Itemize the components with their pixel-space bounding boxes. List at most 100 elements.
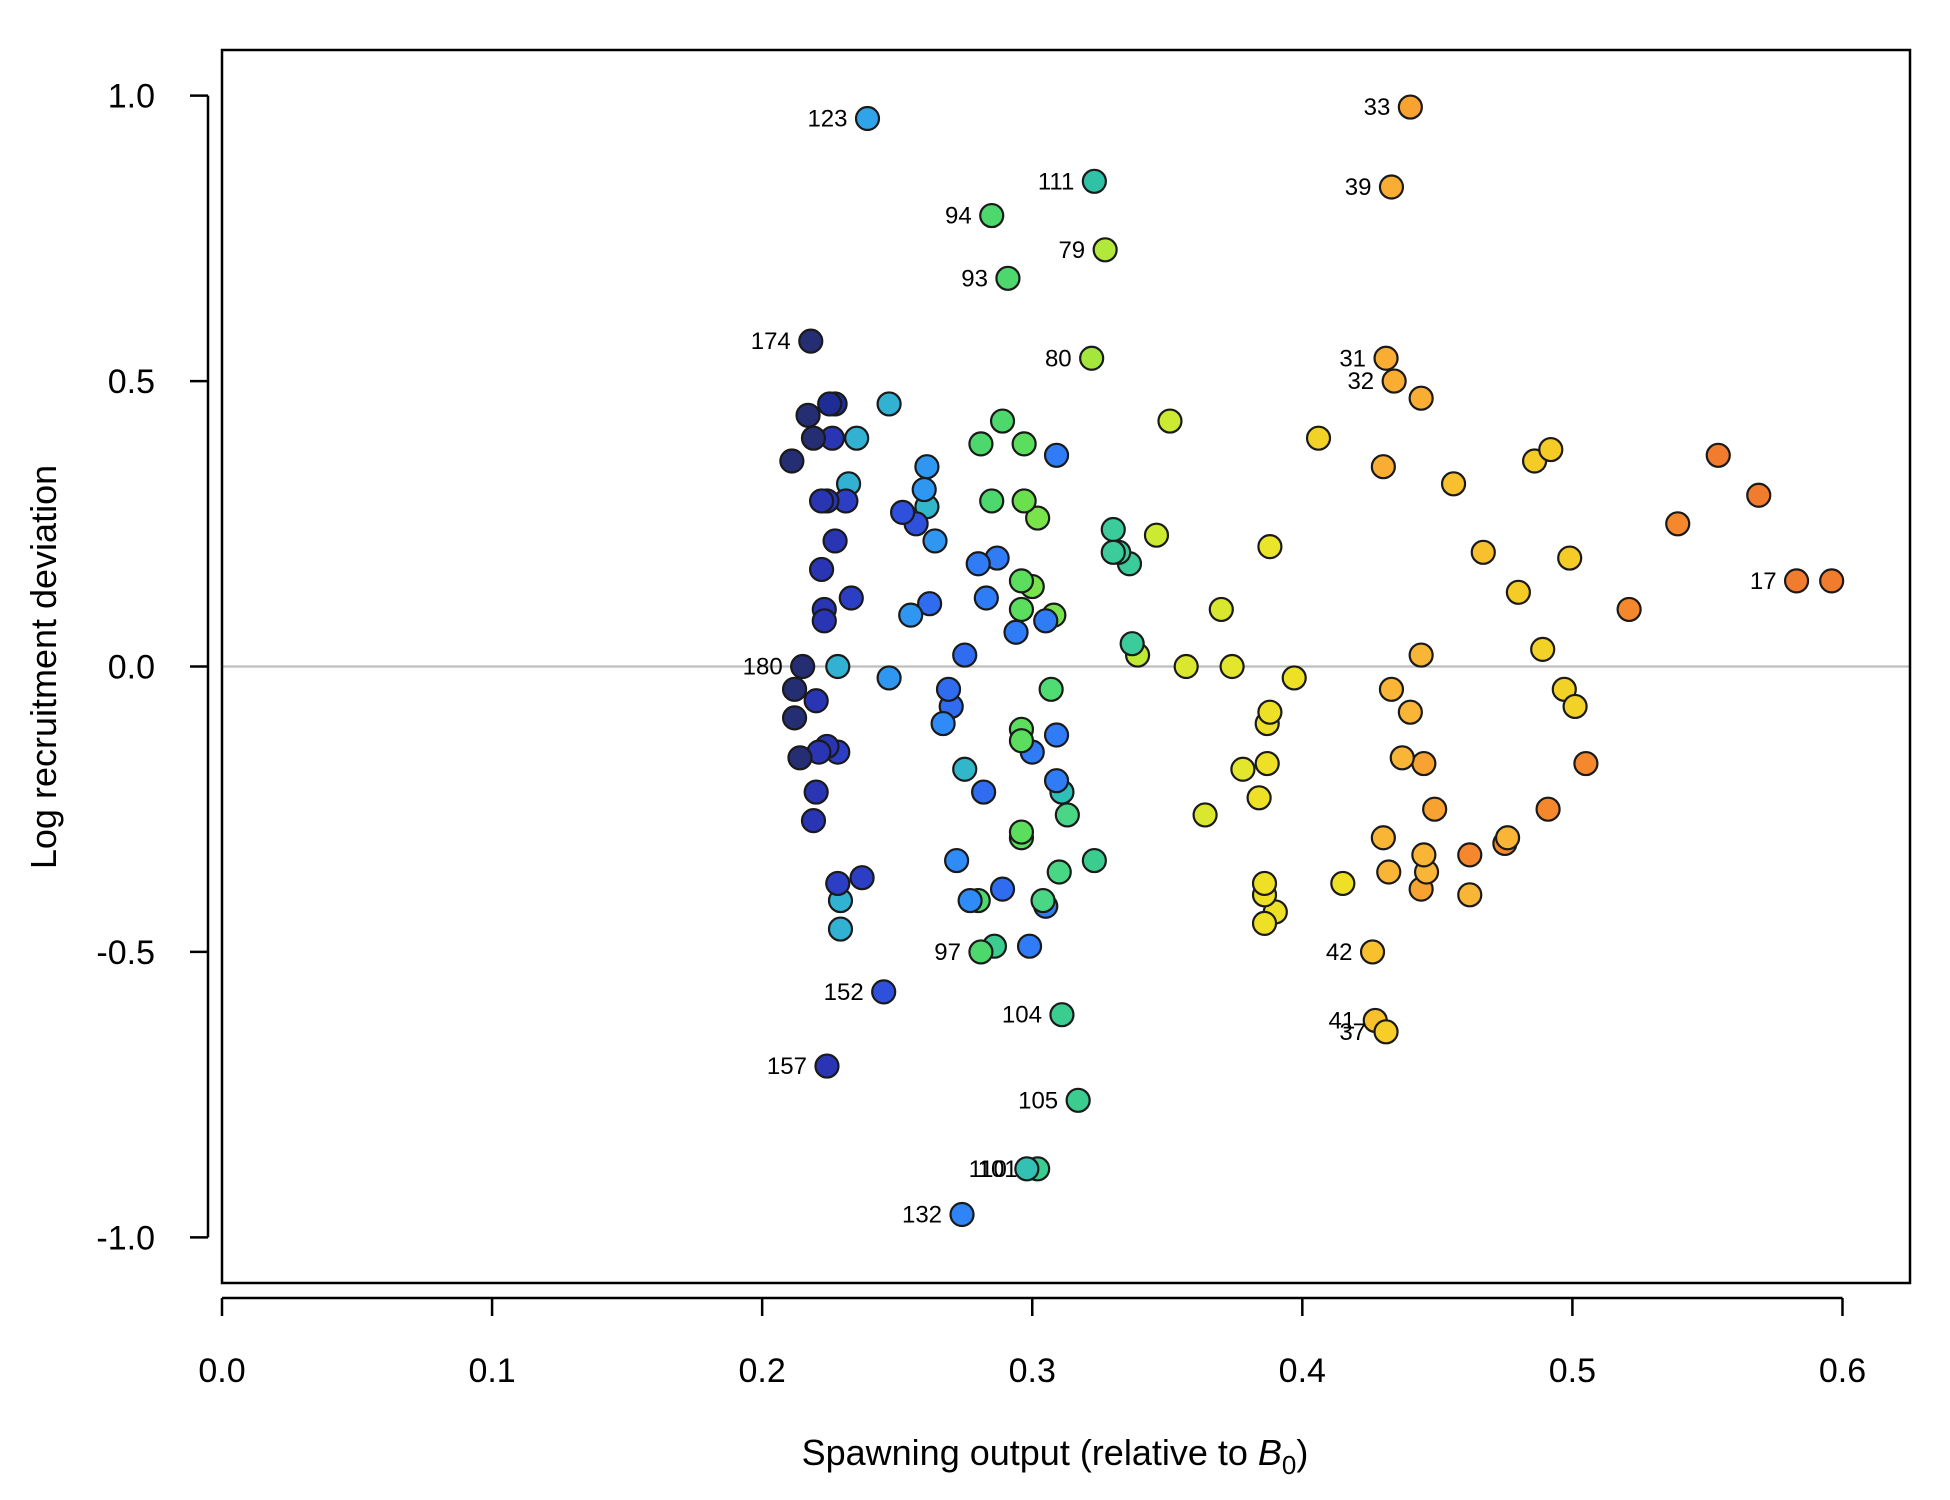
data-point [1008,728,1035,754]
x-axis: 0.0 0.1 0.2 0.3 0.4 0.5 0.6 [198,1296,1866,1390]
point-label: 42 [1326,939,1353,966]
y-tick-label: -0.5 [96,934,155,972]
point-label: 37 [1339,1019,1366,1046]
x-axis-title-subscript: 0 [1282,1450,1296,1480]
data-point [1251,870,1278,897]
data-point [1065,1087,1091,1113]
data-point [973,585,999,611]
data-point [949,1201,975,1228]
data-point [995,265,1021,291]
data-point [1389,745,1415,771]
data-point [838,585,864,611]
data-point [971,779,997,805]
data-point [968,939,994,965]
data-point [914,454,940,480]
data-point [1246,785,1272,811]
data-point [1397,699,1423,725]
data-point [930,710,956,737]
point-label: 132 [902,1202,942,1229]
point-label: 111 [1038,168,1074,195]
data-point [800,425,827,451]
x-axis-title-text: Spawning output (relative to [802,1432,1258,1473]
data-point [1008,596,1035,623]
data-point [1557,545,1583,571]
data-point [1535,796,1561,822]
data-point [1011,431,1037,457]
data-point [844,425,870,451]
x-tick-label: 0.6 [1819,1352,1866,1390]
data-point [1014,1156,1040,1182]
data-point [1422,796,1448,822]
data-point [1081,168,1107,194]
x-tick-label: 0.0 [198,1352,245,1390]
data-point [849,865,875,891]
data-point [1378,676,1405,702]
data-point [1251,910,1278,936]
point-label: 105 [1018,1087,1058,1114]
point-label: 31 [1339,345,1366,372]
data-point [1381,368,1407,394]
data-point [854,105,881,132]
data-point [803,688,829,714]
data-point [811,608,837,634]
y-tick-label: 0.5 [108,363,155,401]
data-point [795,402,821,428]
data-point [1254,750,1280,777]
data-point [1281,665,1307,691]
data-point [1408,385,1434,411]
point-label: 93 [961,265,988,292]
x-tick-label: 0.5 [1549,1352,1596,1390]
data-point [1665,511,1691,537]
data-point [1208,596,1234,623]
point-label: 123 [807,106,847,133]
data-point [911,476,937,503]
data-point [944,847,970,874]
data-point [1025,505,1051,531]
data-point [1257,699,1283,725]
data-point [1783,568,1810,594]
data-point [871,979,897,1005]
data-point [1376,859,1402,885]
point-label: 17 [1750,568,1777,595]
data-point [808,488,835,514]
point-label: 32 [1347,368,1374,395]
data-point [1043,442,1070,468]
data-point [1505,579,1531,605]
data-point [1457,842,1483,868]
data-point [890,499,916,525]
x-tick-label: 0.4 [1279,1352,1326,1390]
data-point [1054,802,1080,828]
data-point [825,870,851,897]
y-axis-title: Log recruitment deviation [23,465,64,869]
data-point [1562,693,1588,720]
data-point [1046,859,1072,885]
data-point [1373,345,1399,371]
data-point [1530,636,1556,662]
point-label: 110 [969,1156,1007,1183]
data-point [1173,653,1199,680]
x-axis-title: Spawning output (relative to B0) [802,1432,1309,1480]
data-point [814,1053,840,1079]
data-point [1370,825,1396,851]
data-point [1470,539,1496,565]
y-tick-label: 0.0 [108,649,155,687]
x-tick-label: 0.1 [468,1352,515,1390]
data-point [1370,454,1396,480]
data-point [1705,442,1731,468]
data-point [922,528,948,554]
data-point [787,745,813,771]
data-point [989,876,1016,902]
data-point [876,665,902,691]
data-point [876,391,902,417]
plot-frame [220,48,1912,1285]
point-label: 174 [751,328,791,355]
point-label: 33 [1364,94,1391,121]
data-point [1397,94,1423,120]
data-point [817,391,843,417]
data-point [1143,522,1170,548]
data-point [1038,676,1064,702]
point-label: 94 [945,203,972,230]
point-label: 152 [824,979,864,1006]
data-point [1573,750,1599,777]
